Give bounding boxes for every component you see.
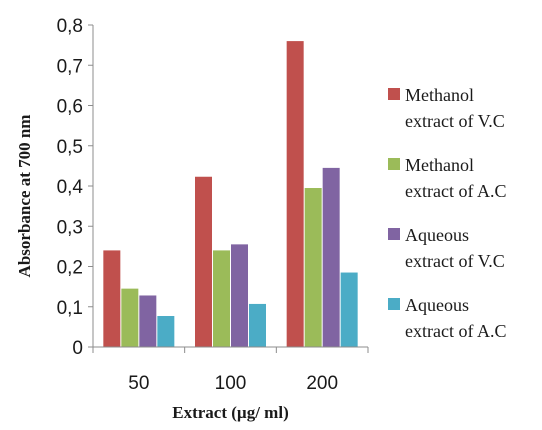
y-tick-label: 0,5 (57, 137, 83, 158)
legend-label: Aqueous (405, 225, 469, 245)
bar-aqueous-extract-of-v-c-200 (322, 167, 340, 347)
y-tick-label: 0,8 (57, 16, 83, 37)
legend-swatch (388, 88, 400, 100)
bar-aqueous-extract-of-a-c-100 (249, 303, 266, 347)
legend-label: extract of A.C (405, 321, 506, 341)
y-tick-label: 0,4 (57, 177, 84, 198)
x-tick-label: 50 (128, 373, 149, 394)
legend-label: Methanol (405, 85, 474, 105)
legend-label: Methanol (405, 155, 474, 175)
legend-swatch (388, 298, 400, 310)
y-axis-ticks: 0 0,1 0,2 0,3 0,4 0,5 0,6 0,7 0,8 (57, 16, 93, 359)
legend: Methanol extract of V.C Methanol extract of… (388, 85, 506, 341)
bar-aqueous-extract-of-a-c-200 (340, 272, 358, 347)
bar-aqueous-extract-of-v-c-100 (231, 244, 248, 347)
y-tick-label: 0,7 (57, 56, 83, 77)
legend-swatch (388, 158, 400, 170)
x-tick-label: 200 (306, 373, 338, 394)
legend-label: Aqueous (405, 295, 469, 315)
bar-methanol-extract-of-a-c-200 (304, 188, 322, 347)
bar-methanol-extract-of-v-c-100 (195, 176, 212, 347)
x-tick-label: 100 (215, 373, 247, 394)
legend-label: extract of A.C (405, 181, 506, 201)
y-axis-title: Absorbance at 700 nm (15, 115, 34, 278)
bar-methanol-extract-of-a-c-50 (121, 288, 139, 347)
bar-methanol-extract-of-v-c-50 (103, 250, 121, 347)
y-tick-label: 0 (72, 338, 83, 359)
y-tick-label: 0,1 (57, 298, 83, 319)
bar-methanol-extract-of-a-c-100 (213, 250, 230, 347)
legend-label: extract of V.C (405, 111, 505, 131)
bars-group (103, 41, 358, 347)
bar-methanol-extract-of-v-c-200 (286, 41, 304, 347)
x-axis-ticks: 50 100 200 (92, 347, 369, 394)
y-tick-label: 0,6 (57, 97, 83, 118)
bar-aqueous-extract-of-v-c-50 (139, 295, 157, 347)
legend-label: extract of V.C (405, 251, 505, 271)
bar-aqueous-extract-of-a-c-50 (157, 316, 175, 347)
y-tick-label: 0,3 (57, 217, 83, 238)
y-tick-label: 0,2 (57, 258, 83, 279)
x-axis-title: Extract (µg/ ml) (172, 403, 288, 422)
legend-swatch (388, 228, 400, 240)
